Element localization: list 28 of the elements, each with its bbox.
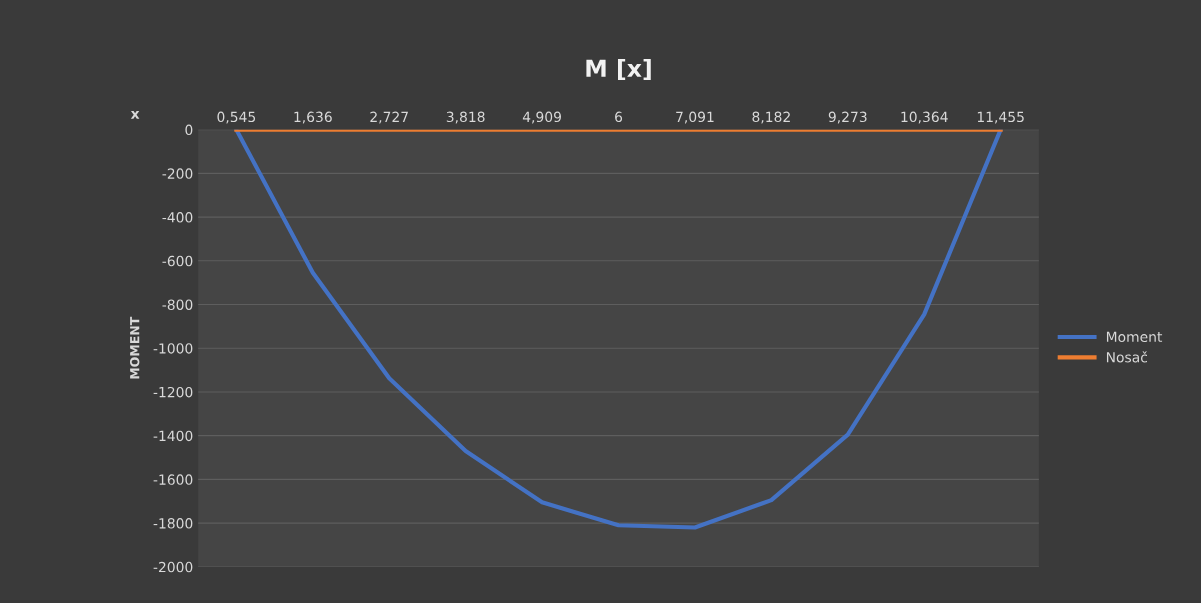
x-tick-label: 3,818 [446, 111, 485, 124]
y-tick-label: -600 [162, 255, 193, 267]
x-tick-label: 2,727 [370, 111, 408, 124]
x-tick-label: 1,636 [294, 111, 332, 124]
chart-title: M [x] [586, 58, 651, 80]
line-series [234, 129, 1003, 530]
x-tick-label: 11,455 [977, 111, 1024, 124]
x-tick-label: 4,909 [522, 111, 561, 124]
legend-label: Moment [1106, 331, 1163, 343]
y-tick-label: -1400 [153, 430, 193, 442]
x-tick-label: 7,091 [676, 111, 714, 124]
y-tick-label: -1000 [153, 343, 193, 354]
x-tick-label: 10,364 [901, 111, 948, 124]
y-tick-label: 0 [185, 124, 193, 136]
x-tick-label: 0,545 [217, 111, 256, 124]
x-tick-label: 8,182 [752, 111, 790, 124]
y-tick-label: -200 [162, 168, 193, 179]
y-tick-label: -800 [162, 299, 193, 310]
y-tick-label: -1600 [153, 474, 193, 485]
y-tick-label: -1800 [153, 518, 193, 529]
y-tick-label: -2000 [153, 561, 193, 573]
x-tick-label: 9,273 [828, 111, 867, 124]
y-axis-title: MOMENT [129, 316, 140, 379]
x-tick-label: 6 [615, 111, 623, 123]
y-tick-label: -400 [162, 212, 193, 223]
x-axis-title: x [130, 111, 140, 119]
legend-label: Nosač [1106, 351, 1148, 363]
y-tick-label: -1200 [153, 386, 193, 398]
